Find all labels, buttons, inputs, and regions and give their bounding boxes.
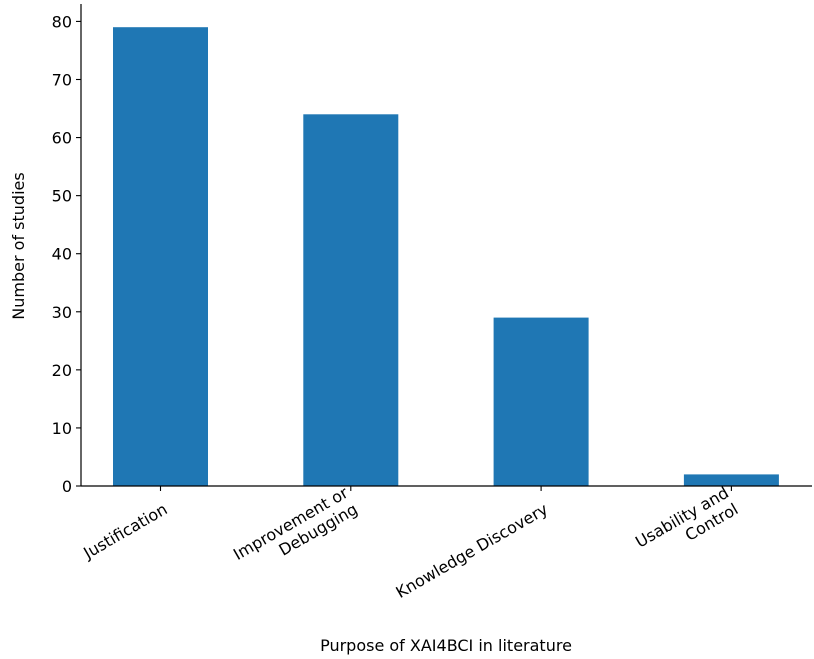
bar-0 <box>113 27 208 486</box>
y-tick-label: 60 <box>52 129 72 148</box>
x-axis: Justification Improvement orDebugging Know… <box>79 483 812 602</box>
bar-2 <box>493 317 589 486</box>
y-tick-label: 40 <box>52 245 72 264</box>
y-tick-label: 10 <box>52 419 72 438</box>
y-tick-label: 0 <box>62 477 72 496</box>
x-tick-label: Knowledge Discovery <box>393 499 552 602</box>
bar-1 <box>303 114 399 487</box>
bars-group <box>113 27 779 487</box>
x-axis-label: Purpose of XAI4BCI in literature <box>320 636 572 655</box>
y-tick-label: 50 <box>52 187 72 206</box>
bar-3 <box>683 474 779 486</box>
y-tick-label: 80 <box>52 12 72 31</box>
y-axis-label: Number of studies <box>9 172 28 319</box>
x-tick-label: Justification <box>79 499 170 563</box>
y-tick-label: 30 <box>52 303 72 322</box>
x-tick-label: Improvement orDebugging <box>230 483 361 581</box>
x-tick-label: Usability andControl <box>632 483 741 568</box>
y-tick-label: 20 <box>52 361 72 380</box>
y-axis: 0 10 20 30 40 50 60 70 80 <box>52 4 82 496</box>
y-tick-label: 70 <box>52 70 72 89</box>
